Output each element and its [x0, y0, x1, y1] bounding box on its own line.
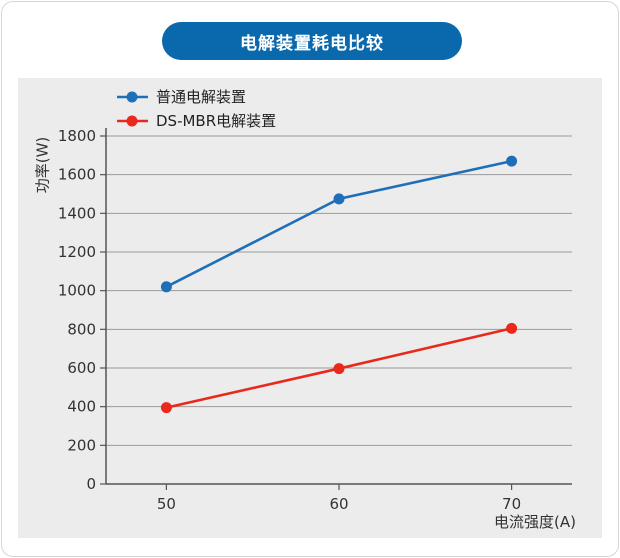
data-point-1-2	[506, 322, 518, 334]
y-tick-label: 1400	[58, 204, 96, 222]
x-tick-label: 60	[329, 495, 348, 513]
legend-label-dsmbr: DS-MBR电解装置	[156, 112, 276, 130]
plot-panel	[18, 78, 602, 538]
y-axis-title: 功率(W)	[34, 137, 52, 194]
legend-marker-standard	[126, 91, 138, 103]
data-point-1-1	[333, 363, 345, 375]
x-tick-labels: 50 60 70	[157, 484, 521, 513]
y-tick-label: 200	[67, 436, 96, 454]
series-line-0	[165, 159, 512, 288]
legend: 普通电解装置 DS-MBR电解装置	[117, 88, 276, 130]
legend-label-standard: 普通电解装置	[156, 88, 246, 106]
y-tick-label: 0	[86, 475, 96, 493]
gridlines	[106, 135, 572, 446]
y-tick-label: 1600	[58, 166, 96, 184]
legend-item-dsmbr: DS-MBR电解装置	[117, 112, 276, 130]
y-tick-label: 1000	[58, 282, 96, 300]
x-tick-label: 50	[157, 495, 176, 513]
y-tick-label: 1800	[58, 127, 96, 145]
y-tick-labels: 0 200 400 600 800 1000 1200 1400 1600 1800	[58, 127, 106, 493]
data-point-0-0	[160, 281, 172, 293]
y-tick-label: 1200	[58, 243, 96, 261]
y-tick-label: 600	[67, 359, 96, 377]
x-axis-title: 电流强度(A)	[494, 513, 576, 531]
data-point-1-0	[160, 402, 172, 414]
chart-title: 电解装置耗电比较	[162, 22, 462, 60]
axes	[105, 128, 572, 485]
series	[160, 155, 518, 414]
y-tick-label: 800	[67, 320, 96, 338]
data-point-0-2	[506, 155, 518, 167]
y-tick-label: 400	[67, 398, 96, 416]
data-point-0-1	[333, 193, 345, 205]
x-tick-label: 70	[502, 495, 521, 513]
legend-item-standard: 普通电解装置	[117, 88, 246, 106]
legend-marker-dsmbr	[126, 115, 138, 127]
